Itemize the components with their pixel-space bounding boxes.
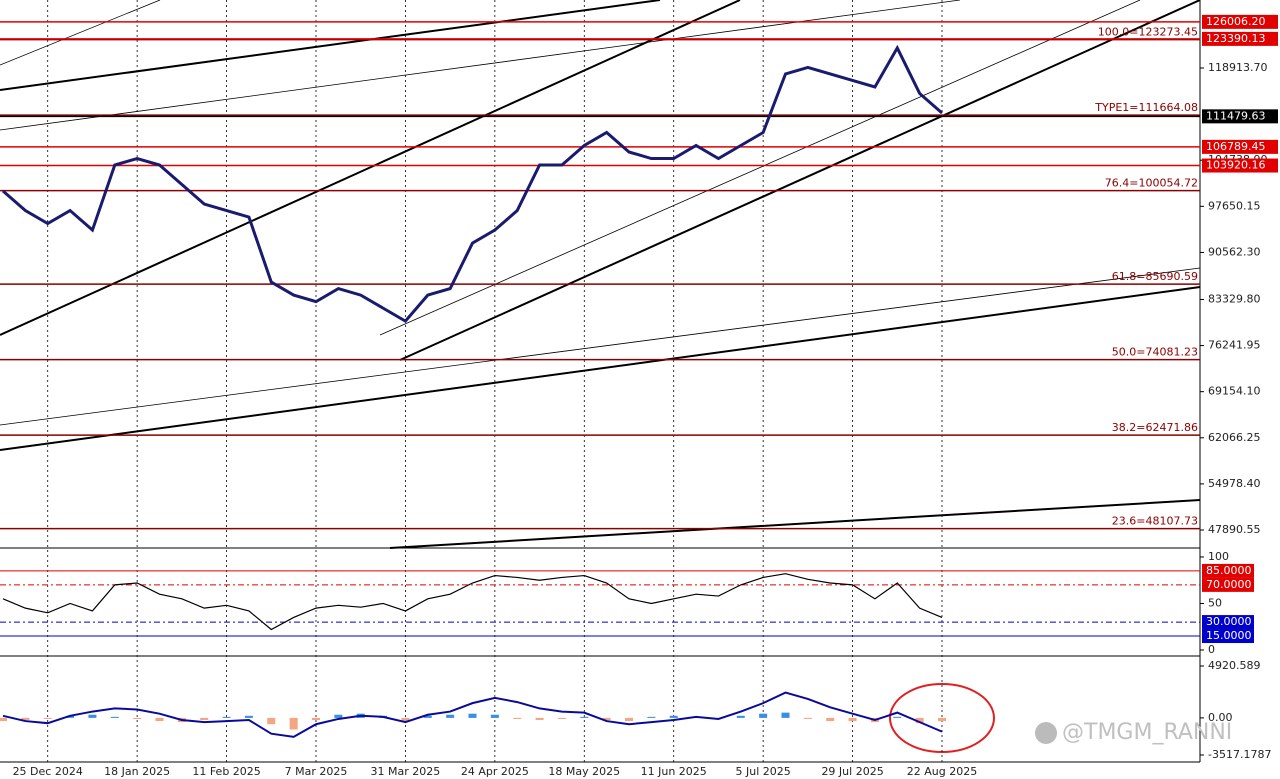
- fib-label: TYPE1=111664.08: [1094, 101, 1198, 114]
- histogram-bar: [803, 717, 812, 719]
- level-box-label: 85.0000: [1206, 564, 1252, 577]
- histogram-bar: [826, 717, 835, 722]
- y-tick-label: 100: [1208, 550, 1229, 563]
- histogram-bar: [312, 717, 320, 721]
- data-line: [2, 44, 943, 324]
- x-tick-label: 11 Feb 2025: [192, 765, 260, 778]
- histogram-bar: [490, 714, 499, 718]
- price-box: [1202, 158, 1278, 173]
- histogram-bar: [647, 716, 656, 718]
- fib-label: 23.6=48107.73: [1112, 515, 1198, 528]
- histogram-bar: [222, 716, 231, 718]
- watermark: @TMGM_RANNI: [1062, 720, 1232, 745]
- x-tick-label: 29 Jul 2025: [821, 765, 883, 778]
- histogram-bar: [88, 714, 97, 718]
- histogram-bar: [625, 717, 633, 722]
- fib-label: 100.0=123273.45: [1098, 26, 1198, 39]
- x-tick-label: 31 Mar 2025: [371, 765, 441, 778]
- histogram-bar: [423, 715, 432, 718]
- price-box: [1202, 139, 1278, 154]
- histogram-bar: [759, 713, 768, 718]
- y-tick-label: 50: [1208, 596, 1222, 609]
- price-box-label: 126006.20: [1206, 15, 1266, 28]
- x-tick-label: 7 Mar 2025: [285, 765, 348, 778]
- price-box-label: 106789.45: [1206, 140, 1266, 153]
- histogram-bar: [848, 717, 857, 722]
- histogram-bar: [21, 717, 30, 721]
- histogram-bar: [736, 715, 745, 718]
- histogram-bar: [43, 717, 52, 719]
- y-tick-label: 0.00: [1208, 711, 1233, 724]
- histogram-bar: [289, 717, 298, 730]
- data-line: [2, 691, 943, 738]
- watermark-icon: [1035, 722, 1057, 744]
- level-box-label: 30.0000: [1206, 615, 1252, 628]
- fib-label: 61.8=85690.59: [1112, 270, 1198, 283]
- histogram-bar: [244, 715, 253, 718]
- histogram-bar: [513, 717, 522, 719]
- y-tick-label: 118913.70: [1208, 61, 1268, 74]
- y-tick-label: 76241.95: [1208, 339, 1261, 352]
- x-tick-label: 24 Apr 2025: [461, 765, 529, 778]
- x-tick-label: 11 Jun 2025: [641, 765, 707, 778]
- y-tick-label: 54978.40: [1208, 477, 1261, 490]
- histogram-bar: [200, 717, 209, 721]
- histogram-bar: [580, 716, 589, 718]
- histogram-bar: [893, 716, 902, 718]
- trendlines: [0, 0, 1201, 549]
- y-tick-label: -3517.1787: [1208, 748, 1271, 761]
- histogram-bar: [267, 717, 276, 725]
- histogram-bar: [446, 714, 455, 718]
- y-tick-label: 90562.30: [1208, 245, 1261, 258]
- level-box: [1202, 577, 1254, 592]
- histogram-bar: [468, 713, 477, 718]
- data-line: [2, 573, 943, 631]
- x-tick-label: 18 Jan 2025: [104, 765, 170, 778]
- price-box: [1202, 14, 1278, 29]
- histogram-bar: [557, 717, 566, 719]
- y-tick-label: 47890.55: [1208, 523, 1261, 536]
- level-box-label: 70.0000: [1206, 578, 1252, 591]
- y-tick-label: 69154.10: [1208, 385, 1261, 398]
- fib-label: 38.2=62471.86: [1112, 421, 1198, 434]
- price-box: [1202, 31, 1278, 46]
- price-box-label: 103920.16: [1206, 159, 1266, 172]
- y-tick-label: 4920.589: [1208, 659, 1261, 672]
- histogram-bar: [535, 717, 544, 721]
- y-tick-label: 83329.80: [1208, 292, 1261, 305]
- y-tick-label: 62066.25: [1208, 431, 1261, 444]
- histogram-bar: [401, 717, 410, 722]
- histogram-bar: [915, 717, 924, 724]
- fib-label: 76.4=100054.72: [1105, 177, 1198, 190]
- y-tick-label: 0: [1208, 643, 1215, 656]
- y-tick-label: 97650.15: [1208, 199, 1261, 212]
- price-box-label: 123390.13: [1206, 32, 1266, 45]
- price-box: [1202, 109, 1278, 124]
- x-tick-label: 22 Aug 2025: [907, 765, 977, 778]
- histogram-bar: [938, 717, 946, 722]
- histogram-bar: [669, 715, 678, 718]
- level-box: [1202, 563, 1254, 578]
- histogram-bar: [66, 715, 75, 718]
- histogram-bar: [0, 717, 7, 722]
- histogram-bar: [602, 717, 611, 721]
- histogram-bar: [155, 717, 164, 722]
- x-tick-label: 25 Dec 2024: [13, 765, 83, 778]
- x-tick-label: 5 Jul 2025: [736, 765, 791, 778]
- level-box: [1202, 615, 1254, 630]
- level-box: [1202, 629, 1254, 644]
- histogram-bar: [781, 712, 790, 718]
- fib-label: 50.0=74081.23: [1112, 346, 1198, 359]
- x-tick-label: 18 May 2025: [548, 765, 620, 778]
- histogram-bar: [110, 716, 119, 718]
- level-box-label: 15.0000: [1206, 629, 1252, 642]
- histogram-bar: [133, 717, 142, 719]
- price-box-label: 111479.63: [1206, 109, 1266, 122]
- histogram-bar: [334, 714, 343, 718]
